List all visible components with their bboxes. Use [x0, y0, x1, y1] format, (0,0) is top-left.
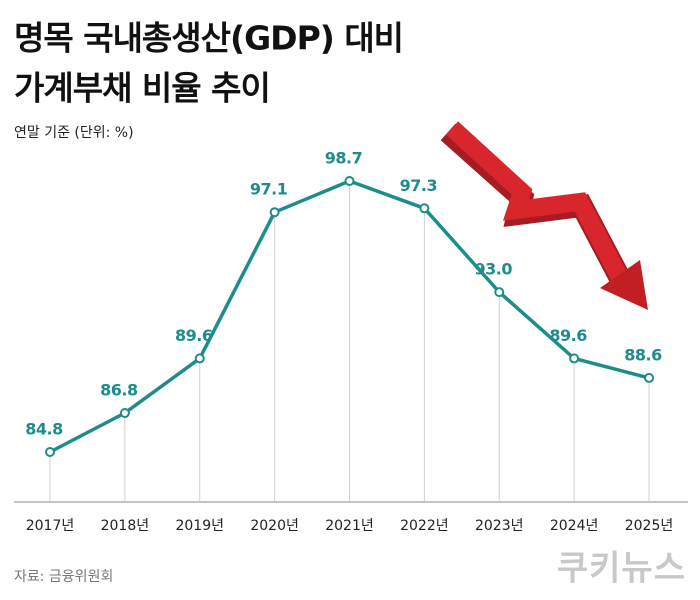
chart-title-line-2: 가계부채 비율 추이 — [14, 69, 270, 108]
data-label: 98.7 — [325, 149, 362, 168]
x-tick-label: 2022년 — [400, 518, 449, 534]
data-point — [569, 353, 580, 364]
trend-arrow — [440, 121, 648, 310]
x-tick-label: 2023년 — [475, 518, 524, 534]
data-point — [269, 207, 280, 218]
data-label: 89.6 — [549, 326, 587, 345]
data-label: 97.1 — [250, 180, 288, 199]
data-point — [644, 372, 654, 383]
data-point — [45, 447, 55, 457]
data-point — [344, 176, 355, 186]
x-tick-label: 2019년 — [175, 518, 224, 534]
chart-subtitle: 연말 기준 (단위: %) — [14, 125, 134, 141]
data-label: 97.3 — [400, 176, 437, 195]
x-tick-label: 2024년 — [550, 518, 599, 534]
data-label: 84.8 — [25, 420, 63, 439]
chart-title: 명목 국내총생산(GDP) 대비 — [14, 19, 403, 58]
data-point — [419, 203, 430, 214]
data-label: 88.6 — [624, 345, 662, 364]
x-tick-label: 2021년 — [325, 518, 374, 534]
data-point — [119, 408, 130, 419]
x-tick-label: 2025년 — [625, 518, 674, 534]
arrow-head — [600, 260, 648, 310]
data-point — [494, 287, 505, 298]
x-tick-label: 2020년 — [250, 518, 299, 534]
source: 자료: 금융위원회 — [14, 569, 113, 585]
data-point — [194, 353, 205, 364]
data-label: 89.6 — [175, 326, 213, 345]
brand-watermark: 쿠키뉴스 — [557, 549, 686, 589]
arrow-body — [445, 121, 628, 283]
data-label: 93.0 — [475, 260, 513, 279]
data-label: 86.8 — [100, 381, 138, 400]
x-tick-label: 2017년 — [26, 518, 75, 534]
x-tick-label: 2018년 — [101, 518, 150, 534]
